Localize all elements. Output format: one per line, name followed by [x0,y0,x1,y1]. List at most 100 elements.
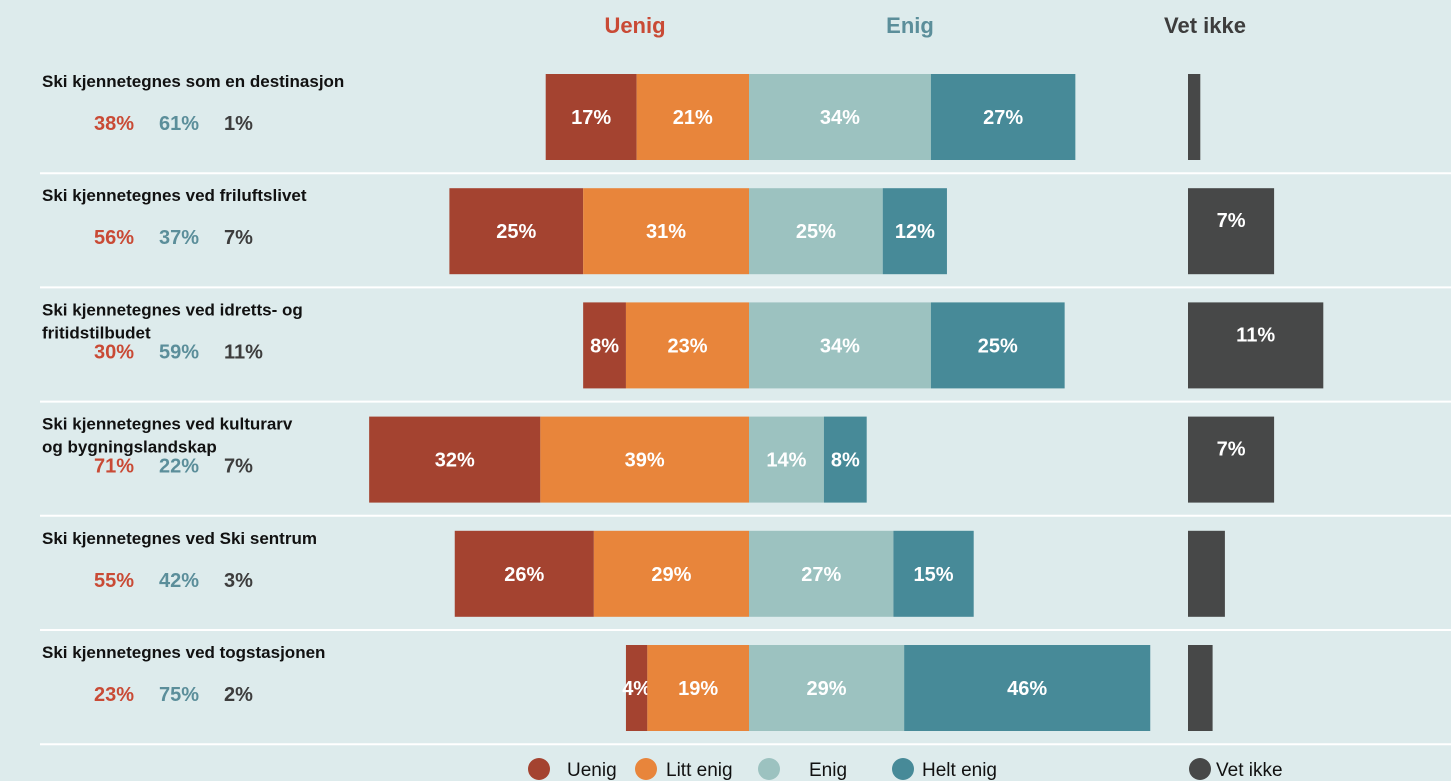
bar-uenig [625,645,648,731]
bar-helt-enig [930,302,1065,389]
sum-vet-ikke: 1% [224,113,253,135]
chart-rows: Ski kjennetegnes som en destinasjon 38% 61… [40,72,1451,746]
legend-label: Uenig [567,760,617,781]
legend-swatch [635,758,657,780]
row-label: Ski kjennetegnes ved Ski sentrum [42,529,317,548]
bar-litt-enig [593,530,749,617]
bar-value-label: 19% [678,678,718,700]
bar-vet-ikke [1188,188,1275,275]
bar-value-label: 29% [807,678,847,700]
sum-uenig: 55% [94,570,134,592]
row-label: Ski kjennetegnes ved idretts- og [42,300,303,319]
bar-value-label: 26% [504,564,544,586]
bar-helt-enig [882,188,947,275]
sum-vet-ikke: 7% [224,227,253,249]
bar-value-label: 8% [590,335,619,357]
bar-value-label: 25% [978,335,1018,357]
bar-value-label: 21% [673,107,713,129]
sum-uenig: 23% [94,684,134,706]
bar-vet-ikke [1188,530,1225,617]
bar-value-label: 46% [1007,678,1047,700]
bar-litt-enig [583,188,749,275]
header-enig: Enig [886,13,934,38]
bar-value-label: 25% [796,221,836,243]
bar-value-label: 27% [983,107,1023,129]
bar-helt-enig [893,530,974,617]
sum-uenig: 71% [94,456,134,478]
row-label: Ski kjennetegnes som en destinasjon [42,72,344,91]
row-label: fritidstilbudet [42,323,151,342]
bar-value-label: 17% [571,107,611,129]
legend-swatch [892,758,914,780]
bar-litt-enig [636,74,749,160]
bar-enig [749,302,931,389]
sum-enig: 75% [159,684,199,706]
chart-row: Ski kjennetegnes ved kulturarv og bygning… [40,415,1451,517]
sum-enig: 61% [159,113,199,135]
bar-vet-ikke [1188,645,1213,731]
row-label: Ski kjennetegnes ved kulturarv [42,415,293,434]
sum-enig: 59% [159,341,199,363]
legend-swatch [1189,758,1211,780]
sum-enig: 42% [159,570,199,592]
bar-helt-enig [930,74,1076,160]
legend-swatch [758,758,780,780]
legend-label: Vet ikke [1216,760,1283,781]
bar-value-label: 11% [1236,324,1275,346]
header-vet-ikke: Vet ikke [1164,13,1246,38]
sum-vet-ikke: 11% [224,341,263,363]
bar-uenig [545,74,637,160]
bar-value-label: 14% [766,450,806,472]
bar-value-label: 39% [625,450,665,472]
bar-value-label: 32% [435,450,475,472]
sum-enig: 22% [159,456,199,478]
sum-vet-ikke: 2% [224,684,253,706]
bar-value-label: 23% [667,335,707,357]
sum-vet-ikke: 7% [224,456,253,478]
sum-uenig: 38% [94,113,134,135]
bar-vet-ikke [1188,416,1275,503]
bar-vet-ikke [1188,302,1324,389]
bar-enig [749,416,824,503]
row-label: og bygningslandskap [42,438,217,457]
bar-litt-enig [540,416,749,503]
bar-value-label: 31% [646,221,686,243]
bar-uenig [449,188,584,275]
chart-row: Ski kjennetegnes ved Ski sentrum 55% 42% 3%… [40,529,1451,631]
bar-value-label: 27% [801,564,841,586]
bar-vet-ikke [1188,74,1201,160]
bar-litt-enig [625,302,749,389]
legend-label: Helt enig [922,760,997,781]
legend-swatch [528,758,550,780]
bar-value-label: 7% [1217,210,1246,232]
legend-label: Enig [809,760,847,781]
chart-row: Ski kjennetegnes som en destinasjon 38% 61… [40,72,1451,175]
sum-uenig: 56% [94,227,134,249]
bar-value-label: 34% [820,107,860,129]
sum-vet-ikke: 3% [224,570,253,592]
row-label: Ski kjennetegnes ved togstasjonen [42,643,325,662]
bar-value-label: 34% [820,335,860,357]
bar-enig [749,530,894,617]
bar-litt-enig [647,645,749,731]
bar-value-label: 7% [1217,439,1246,461]
legend-label: Litt enig [666,760,733,781]
row-label: Ski kjennetegnes ved friluftslivet [42,186,307,205]
sum-uenig: 30% [94,341,134,363]
chart-row: Ski kjennetegnes ved togstasjonen 23% 75% 2… [40,643,1451,746]
bar-value-label: 25% [496,221,536,243]
bar-helt-enig [823,416,867,503]
bar-enig [749,74,931,160]
header-uenig: Uenig [604,13,665,38]
bar-uenig [583,302,626,389]
bar-enig [749,188,883,275]
bar-value-label: 4% [622,678,651,700]
bar-helt-enig [904,645,1151,731]
chart-row: Ski kjennetegnes ved idretts- og fritidst… [40,300,1451,403]
sum-enig: 37% [159,227,199,249]
bar-uenig [369,416,541,503]
bar-enig [749,645,905,731]
legend: Uenig Litt enig Enig Helt enig Vet ikke [528,758,1283,781]
bar-value-label: 8% [831,450,860,472]
